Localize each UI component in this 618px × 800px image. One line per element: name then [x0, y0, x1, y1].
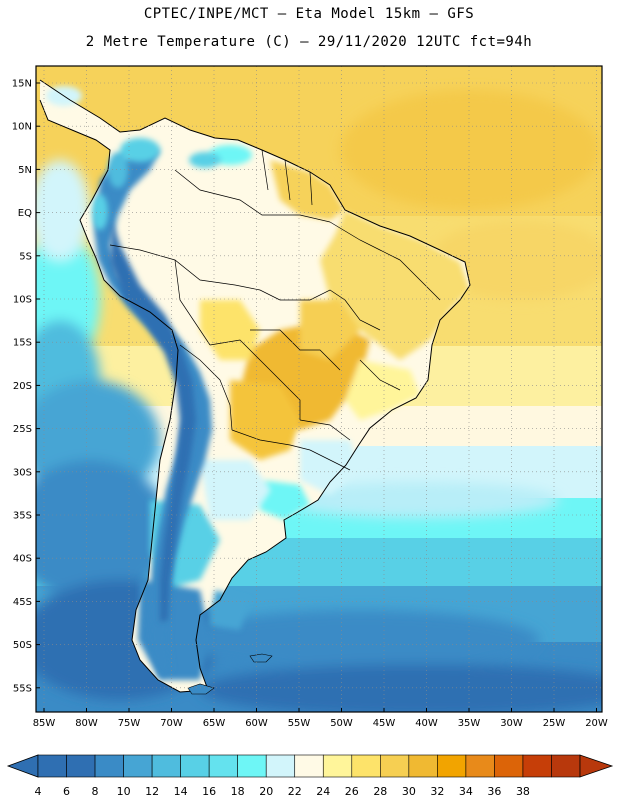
colorbar-tick-label: 30: [402, 785, 416, 798]
colorbar-tick-label: 22: [288, 785, 302, 798]
lon-label: 45W: [373, 718, 396, 729]
lat-label: 40S: [13, 554, 32, 565]
lon-label: 40W: [415, 718, 438, 729]
colorbar: 4 6 8 10 12 14 16 18 20 22 24 26 28 30 32 34 36 38: [6, 754, 614, 798]
lat-label: 10S: [13, 295, 32, 306]
colorbar-tick-label: 34: [459, 785, 473, 798]
colorbar-swatch: [351, 754, 381, 778]
colorbar-swatch: [494, 754, 524, 778]
colorbar-tick-label: 10: [117, 785, 131, 798]
map-frame: [35, 65, 603, 713]
title-line-2: 2 Metre Temperature (C) – 29/11/2020 12U…: [85, 34, 533, 50]
colorbar-tick-label: 18: [231, 785, 245, 798]
lon-label: 75W: [118, 718, 141, 729]
lat-label: 35S: [13, 511, 32, 522]
colorbar-left-arrow: [6, 754, 39, 778]
lon-label: 25W: [543, 718, 566, 729]
lon-label: 80W: [75, 718, 98, 729]
colorbar-tick-label: 14: [174, 785, 188, 798]
lon-label: 70W: [160, 718, 183, 729]
lon-label: 35W: [458, 718, 481, 729]
colorbar-swatch: [123, 754, 153, 778]
colorbar-swatch: [180, 754, 210, 778]
colorbar-tick-label: 38: [516, 785, 530, 798]
lat-label: 10N: [12, 122, 32, 133]
colorbar-swatch: [380, 754, 410, 778]
lon-label: 85W: [33, 718, 56, 729]
colorbar-tick-label: 36: [487, 785, 501, 798]
colorbar-swatch: [551, 754, 581, 778]
colorbar-tick-label: 24: [316, 785, 330, 798]
lon-label: 30W: [500, 718, 523, 729]
country-borders: [109, 149, 441, 471]
colorbar-swatch: [66, 754, 96, 778]
lon-label: 20W: [585, 718, 608, 729]
colorbar-swatch: [237, 754, 267, 778]
lat-label: 15N: [12, 79, 32, 90]
lon-label: 60W: [245, 718, 268, 729]
colorbar-swatch: [322, 754, 353, 778]
lat-label: 20S: [13, 381, 32, 392]
lat-label: 55S: [13, 683, 32, 694]
colorbar-swatch: [465, 754, 495, 778]
lat-label: 25S: [13, 424, 32, 435]
colorbar-swatch: [294, 754, 324, 778]
colorbar-tick-label: 8: [92, 785, 99, 798]
title-line-1: CPTEC/INPE/MCT – Eta Model 15km – GFS: [143, 6, 475, 22]
colorbar-tick-label: 4: [35, 785, 42, 798]
lon-label: 55W: [288, 718, 311, 729]
temperature-field: [36, 66, 602, 712]
colorbar-swatch: [151, 754, 181, 778]
colorbar-swatch: [265, 754, 296, 778]
lat-label: 30S: [13, 467, 32, 478]
colorbar-swatch: [408, 754, 438, 778]
longitude-axis: 85W 80W 75W 70W 65W 60W 55W 50W 45W 40W 35W 30W 25W 2…: [33, 708, 608, 729]
colorbar-tick-label: 16: [202, 785, 216, 798]
lat-label: 15S: [13, 338, 32, 349]
lat-label: EQ: [18, 208, 32, 219]
colorbar-swatch: [522, 754, 552, 778]
colorbar-tick-label: 28: [373, 785, 387, 798]
colorbar-tick-label: 32: [430, 785, 444, 798]
colorbar-tick-label: 26: [345, 785, 359, 798]
lat-label: 5S: [19, 251, 32, 262]
colorbar-tick-label: 12: [145, 785, 159, 798]
colorbar-tick-label: 20: [259, 785, 273, 798]
lat-label: 50S: [13, 640, 32, 651]
latitude-axis: 15N 10N 5N EQ 5S 10S 15S 20S 25S 30S 35S 40S 45S 50S 5…: [12, 79, 40, 694]
lon-label: 50W: [330, 718, 353, 729]
colorbar-tick-label: 6: [63, 785, 70, 798]
colorbar-swatch: [437, 754, 467, 778]
lon-label: 65W: [203, 718, 226, 729]
lat-label: 45S: [13, 597, 32, 608]
colorbar-swatch: [94, 754, 124, 778]
colorbar-swatch: [208, 754, 238, 778]
lat-label: 5N: [18, 165, 32, 176]
colorbar-right-arrow: [579, 754, 614, 778]
colorbar-swatch: [37, 754, 67, 778]
